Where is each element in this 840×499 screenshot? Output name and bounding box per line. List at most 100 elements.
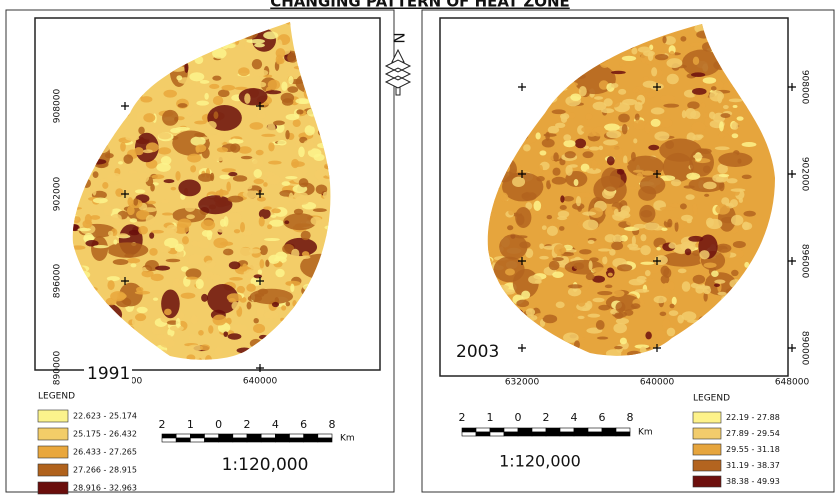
heat-patch <box>536 176 544 181</box>
scale-tick-label: 6 <box>300 418 307 431</box>
heat-patch <box>135 313 146 321</box>
heat-patch <box>700 148 712 154</box>
heat-patch <box>617 264 632 271</box>
heat-patch <box>194 124 206 128</box>
heat-patch <box>263 31 278 39</box>
heat-patch <box>246 184 253 189</box>
heat-patch <box>578 299 586 306</box>
scale-segment <box>490 428 504 432</box>
heat-patch <box>619 62 625 67</box>
heat-patch <box>117 233 129 237</box>
heat-patch <box>237 286 245 294</box>
y-coordinate-label: 908000 <box>800 70 810 105</box>
heat-patch <box>718 292 727 296</box>
heat-patch <box>252 59 262 69</box>
legend-swatch <box>38 428 68 440</box>
heat-patch <box>234 229 240 233</box>
heat-patch <box>614 312 623 319</box>
heat-patch <box>603 140 618 146</box>
heat-patch <box>640 245 651 255</box>
heat-patch <box>142 270 154 277</box>
heat-patch <box>636 173 643 180</box>
heat-patch <box>605 284 613 288</box>
heat-patch <box>618 113 630 122</box>
heat-patch <box>268 161 282 165</box>
heat-patch <box>134 147 144 155</box>
heat-patch <box>543 314 558 323</box>
heat-patch <box>704 194 709 197</box>
heat-patch <box>733 105 738 108</box>
heat-patch <box>691 122 705 133</box>
heat-patch <box>612 290 624 297</box>
heat-patch <box>715 244 731 253</box>
heat-patch <box>233 175 247 181</box>
heat-patch <box>596 320 605 330</box>
legend-label: 29.55 - 31.18 <box>726 445 780 454</box>
heat-patch <box>221 85 235 91</box>
heat-patch <box>660 312 667 316</box>
heat-patch <box>214 347 222 357</box>
scale-segment <box>162 434 176 438</box>
scale-segment <box>318 434 332 438</box>
heat-patch <box>241 156 253 159</box>
heat-patch <box>667 219 672 228</box>
scale-segment <box>588 432 602 436</box>
heat-patch <box>598 305 610 311</box>
heat-patch <box>268 142 274 151</box>
scale-segment <box>504 432 518 436</box>
legend-title: LEGEND <box>38 392 75 402</box>
heat-patch <box>732 133 739 138</box>
heat-patch <box>223 216 228 226</box>
heat-patch <box>587 131 597 136</box>
heat-patch <box>547 226 558 236</box>
scale-segment <box>162 438 176 442</box>
legend-swatch <box>693 412 721 423</box>
heat-patch <box>265 90 281 94</box>
heat-patch <box>695 286 704 294</box>
heat-patch <box>227 152 239 158</box>
heat-patch <box>198 173 213 182</box>
heat-patch <box>261 134 275 137</box>
scale-segment <box>616 432 630 436</box>
heat-patch <box>672 297 677 305</box>
heat-patch <box>247 302 252 310</box>
heat-patch <box>563 140 575 147</box>
heat-patch <box>671 179 681 186</box>
heat-patch <box>125 135 139 140</box>
heat-patch <box>731 122 738 130</box>
scale-tick-label: 2 <box>543 411 550 424</box>
heat-patch <box>267 224 272 229</box>
x-coordinate-label: 640000 <box>243 377 278 387</box>
scale-segment <box>247 434 261 438</box>
heat-patch <box>645 278 654 281</box>
scale-tick-label: 8 <box>627 411 634 424</box>
heat-patch <box>290 284 294 292</box>
heat-patch <box>642 171 654 176</box>
heat-patch <box>576 196 581 206</box>
heat-patch <box>669 51 675 59</box>
heat-patch <box>709 91 724 102</box>
heat-patch <box>293 119 301 127</box>
heat-patch <box>133 198 138 206</box>
heat-patch <box>120 142 126 152</box>
heat-patch <box>666 58 682 68</box>
heat-patch <box>286 302 291 307</box>
heat-patch <box>707 219 723 229</box>
heat-patch <box>703 77 716 83</box>
heat-patch <box>614 209 619 216</box>
heat-patch <box>272 302 279 307</box>
x-coordinate-label: 648000 <box>775 378 810 388</box>
legend-swatch <box>38 464 68 476</box>
heat-patch <box>281 305 286 310</box>
heat-patch <box>560 195 564 202</box>
heat-patch <box>526 308 535 316</box>
heat-patch <box>258 82 266 87</box>
heat-patch <box>285 130 289 140</box>
heat-patch <box>598 248 611 251</box>
heat-patch <box>743 211 755 217</box>
heat-patch <box>198 330 204 336</box>
heat-patch <box>111 214 122 223</box>
scale-segment <box>532 432 546 436</box>
scale-tick-label: 1 <box>487 411 494 424</box>
heat-patch <box>542 225 547 230</box>
